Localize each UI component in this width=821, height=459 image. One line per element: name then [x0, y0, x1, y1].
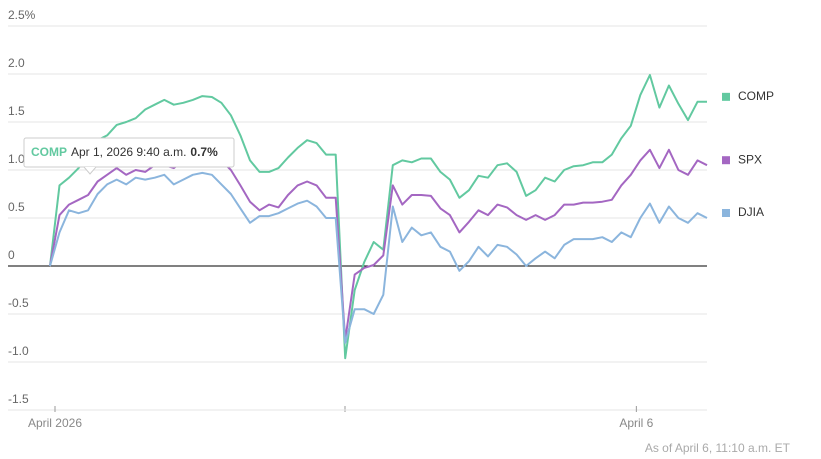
y-tick-label: -0.5	[8, 296, 29, 310]
series-line	[49, 171, 708, 344]
tooltip: COMP Apr 1, 2026 9:40 a.m. 0.7%	[23, 137, 235, 175]
y-tick-label: 0.5	[8, 200, 25, 214]
legend-label: COMP	[738, 89, 774, 103]
legend-label: DJIA	[738, 205, 764, 219]
y-tick-label: 1.5	[8, 104, 25, 118]
y-tick-label: 1.0	[8, 152, 25, 166]
tooltip-arrow	[83, 166, 97, 175]
y-tick-label: 0	[8, 248, 15, 262]
tooltip-box	[23, 137, 235, 168]
series-line	[49, 74, 707, 360]
tooltip-text: COMP Apr 1, 2026 9:40 a.m. 0.7%	[31, 145, 218, 159]
legend-swatch	[722, 156, 730, 165]
y-tick-label: -1.5	[8, 392, 29, 406]
legend-label: SPX	[738, 152, 762, 166]
tooltip-value: 0.7%	[190, 145, 218, 159]
tooltip-series: COMP	[31, 145, 67, 159]
legend-swatch	[722, 209, 730, 217]
y-tick-label: 2.0	[8, 56, 25, 70]
y-tick-label: 2.5%	[8, 8, 36, 22]
legend-swatch	[722, 92, 730, 101]
x-tick-label: April 2026	[28, 416, 82, 430]
tooltip-time: Apr 1, 2026 9:40 a.m.	[71, 145, 186, 159]
footnote: As of April 6, 11:10 a.m. ET	[645, 441, 791, 455]
y-tick-label: -1.0	[8, 344, 29, 358]
x-tick-label: April 6	[619, 416, 653, 430]
